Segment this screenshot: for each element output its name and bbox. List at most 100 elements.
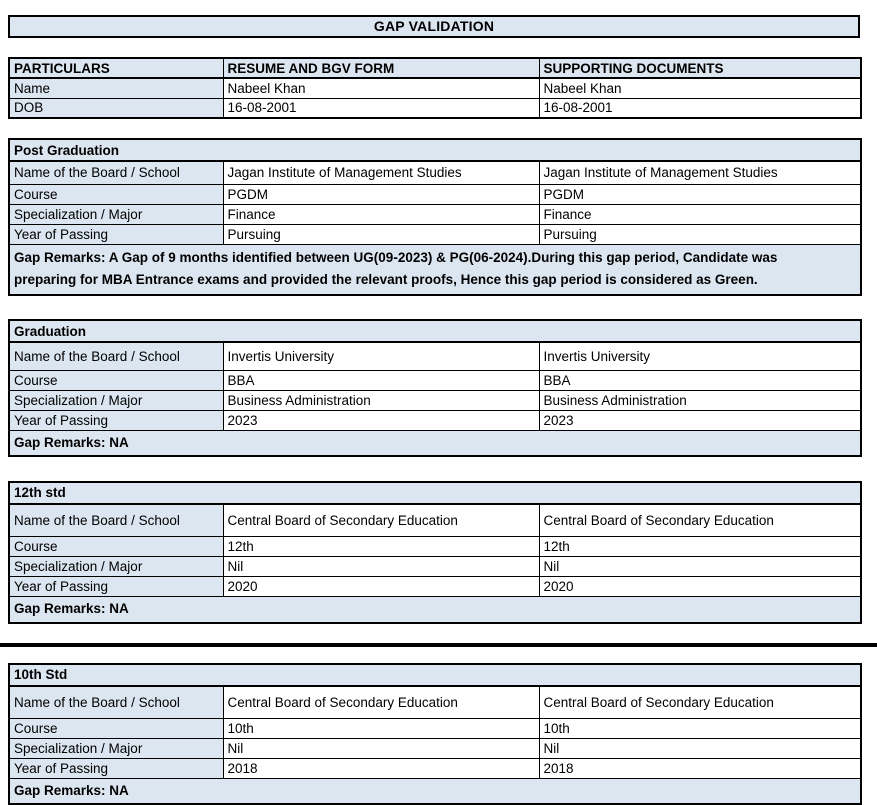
- candidate-summary-table: PARTICULARS RESUME AND BGV FORM SUPPORTI…: [8, 57, 862, 119]
- row-label-board-school: Name of the Board / School: [8, 685, 224, 720]
- table-row: Course 12th 12th: [8, 536, 862, 558]
- row-label-course: Course: [8, 183, 224, 205]
- section-title: 12th std: [8, 481, 862, 505]
- section-header-row: 12th std: [8, 481, 862, 505]
- year-supporting-value: 2023: [538, 409, 862, 431]
- table-row: Year of Passing 2020 2020: [8, 576, 862, 598]
- page-break-divider: [0, 642, 877, 647]
- board-resume-value: Invertis University: [222, 341, 540, 371]
- year-resume-value: 2020: [222, 576, 540, 598]
- gap-remarks-text: Gap Remarks: NA: [8, 429, 862, 457]
- table-row: Specialization / Major Nil Nil: [8, 738, 862, 760]
- specialization-supporting-value: Finance: [538, 203, 862, 225]
- year-resume-value: 2018: [222, 758, 540, 780]
- section-title: Graduation: [8, 319, 862, 343]
- table-row: Course 10th 10th: [8, 718, 862, 740]
- dob-resume-value: 16-08-2001: [222, 97, 540, 119]
- board-supporting-value: Central Board of Secondary Education: [538, 503, 862, 538]
- section-table-graduation: Graduation Name of the Board / School In…: [8, 319, 863, 457]
- row-label-specialization: Specialization / Major: [8, 389, 224, 411]
- column-header-resume-bgv: RESUME AND BGV FORM: [222, 57, 540, 79]
- year-resume-value: Pursuing: [222, 223, 540, 245]
- column-header-supporting-docs: SUPPORTING DOCUMENTS: [538, 57, 862, 79]
- section-table-post-graduation: Post Graduation Name of the Board / Scho…: [8, 138, 863, 296]
- board-supporting-value: Jagan Institute of Management Studies: [538, 160, 862, 185]
- table-row-dob: DOB 16-08-2001 16-08-2001: [8, 97, 862, 119]
- gap-remarks-text: Gap Remarks: NA: [8, 778, 862, 805]
- table-row: Specialization / Major Nil Nil: [8, 556, 862, 578]
- row-label-specialization: Specialization / Major: [8, 203, 224, 225]
- specialization-supporting-value: Business Administration: [538, 389, 862, 411]
- course-resume-value: 12th: [222, 536, 540, 558]
- specialization-supporting-value: Nil: [538, 738, 862, 760]
- table-row: Specialization / Major Finance Finance: [8, 203, 862, 225]
- course-resume-value: 10th: [222, 718, 540, 740]
- row-label-year-of-passing: Year of Passing: [8, 409, 224, 431]
- course-supporting-value: 10th: [538, 718, 862, 740]
- course-supporting-value: PGDM: [538, 183, 862, 205]
- section-header-row: Post Graduation: [8, 138, 862, 162]
- specialization-resume-value: Business Administration: [222, 389, 540, 411]
- row-label-board-school: Name of the Board / School: [8, 341, 224, 371]
- row-label-name: Name: [8, 77, 224, 99]
- row-label-board-school: Name of the Board / School: [8, 503, 224, 538]
- row-label-year-of-passing: Year of Passing: [8, 223, 224, 245]
- course-resume-value: PGDM: [222, 183, 540, 205]
- table-row: Name of the Board / School Central Board…: [8, 503, 862, 538]
- gap-remarks-text: Gap Remarks: A Gap of 9 months identifie…: [8, 243, 862, 296]
- section-header-row: 10th Std: [8, 663, 862, 687]
- section-header-row: Graduation: [8, 319, 862, 343]
- name-resume-value: Nabeel Khan: [222, 77, 540, 99]
- board-supporting-value: Central Board of Secondary Education: [538, 685, 862, 720]
- table-row: Year of Passing 2023 2023: [8, 409, 862, 431]
- section-table-10th-std: 10th Std Name of the Board / School Cent…: [8, 662, 863, 805]
- table-row: Name of the Board / School Invertis Univ…: [8, 341, 862, 371]
- row-label-year-of-passing: Year of Passing: [8, 758, 224, 780]
- table-row: Year of Passing Pursuing Pursuing: [8, 223, 862, 245]
- table-row: Year of Passing 2018 2018: [8, 758, 862, 780]
- section-table-12th-std: 12th std Name of the Board / School Cent…: [8, 480, 863, 624]
- gap-remarks-row: Gap Remarks: A Gap of 9 months identifie…: [8, 243, 862, 296]
- row-label-specialization: Specialization / Major: [8, 738, 224, 760]
- dob-supporting-value: 16-08-2001: [538, 97, 862, 119]
- table-row: Name of the Board / School Central Board…: [8, 685, 862, 720]
- row-label-course: Course: [8, 369, 224, 391]
- table-row: Specialization / Major Business Administ…: [8, 389, 862, 411]
- column-header-particulars: PARTICULARS: [8, 57, 224, 79]
- name-supporting-value: Nabeel Khan: [538, 77, 862, 99]
- section-title: 10th Std: [8, 663, 862, 687]
- year-resume-value: 2023: [222, 409, 540, 431]
- table-row: Course BBA BBA: [8, 369, 862, 391]
- board-supporting-value: Invertis University: [538, 341, 862, 371]
- summary-header-row: PARTICULARS RESUME AND BGV FORM SUPPORTI…: [8, 57, 862, 79]
- board-resume-value: Central Board of Secondary Education: [222, 685, 540, 720]
- table-row: Name of the Board / School Jagan Institu…: [8, 160, 862, 185]
- row-label-dob: DOB: [8, 97, 224, 119]
- specialization-resume-value: Nil: [222, 556, 540, 578]
- gap-remarks-text: Gap Remarks: NA: [8, 596, 862, 624]
- gap-remarks-row: Gap Remarks: NA: [8, 596, 862, 624]
- document-title: GAP VALIDATION: [8, 15, 860, 38]
- course-supporting-value: BBA: [538, 369, 862, 391]
- row-label-board-school: Name of the Board / School: [8, 160, 224, 185]
- course-resume-value: BBA: [222, 369, 540, 391]
- row-label-course: Course: [8, 536, 224, 558]
- gap-remarks-row: Gap Remarks: NA: [8, 429, 862, 457]
- table-row-name: Name Nabeel Khan Nabeel Khan: [8, 77, 862, 99]
- row-label-course: Course: [8, 718, 224, 740]
- row-label-year-of-passing: Year of Passing: [8, 576, 224, 598]
- specialization-resume-value: Finance: [222, 203, 540, 225]
- row-label-specialization: Specialization / Major: [8, 556, 224, 578]
- board-resume-value: Jagan Institute of Management Studies: [222, 160, 540, 185]
- year-supporting-value: 2018: [538, 758, 862, 780]
- specialization-resume-value: Nil: [222, 738, 540, 760]
- specialization-supporting-value: Nil: [538, 556, 862, 578]
- gap-remarks-row: Gap Remarks: NA: [8, 778, 862, 805]
- year-supporting-value: 2020: [538, 576, 862, 598]
- course-supporting-value: 12th: [538, 536, 862, 558]
- board-resume-value: Central Board of Secondary Education: [222, 503, 540, 538]
- section-title: Post Graduation: [8, 138, 862, 162]
- table-row: Course PGDM PGDM: [8, 183, 862, 205]
- year-supporting-value: Pursuing: [538, 223, 862, 245]
